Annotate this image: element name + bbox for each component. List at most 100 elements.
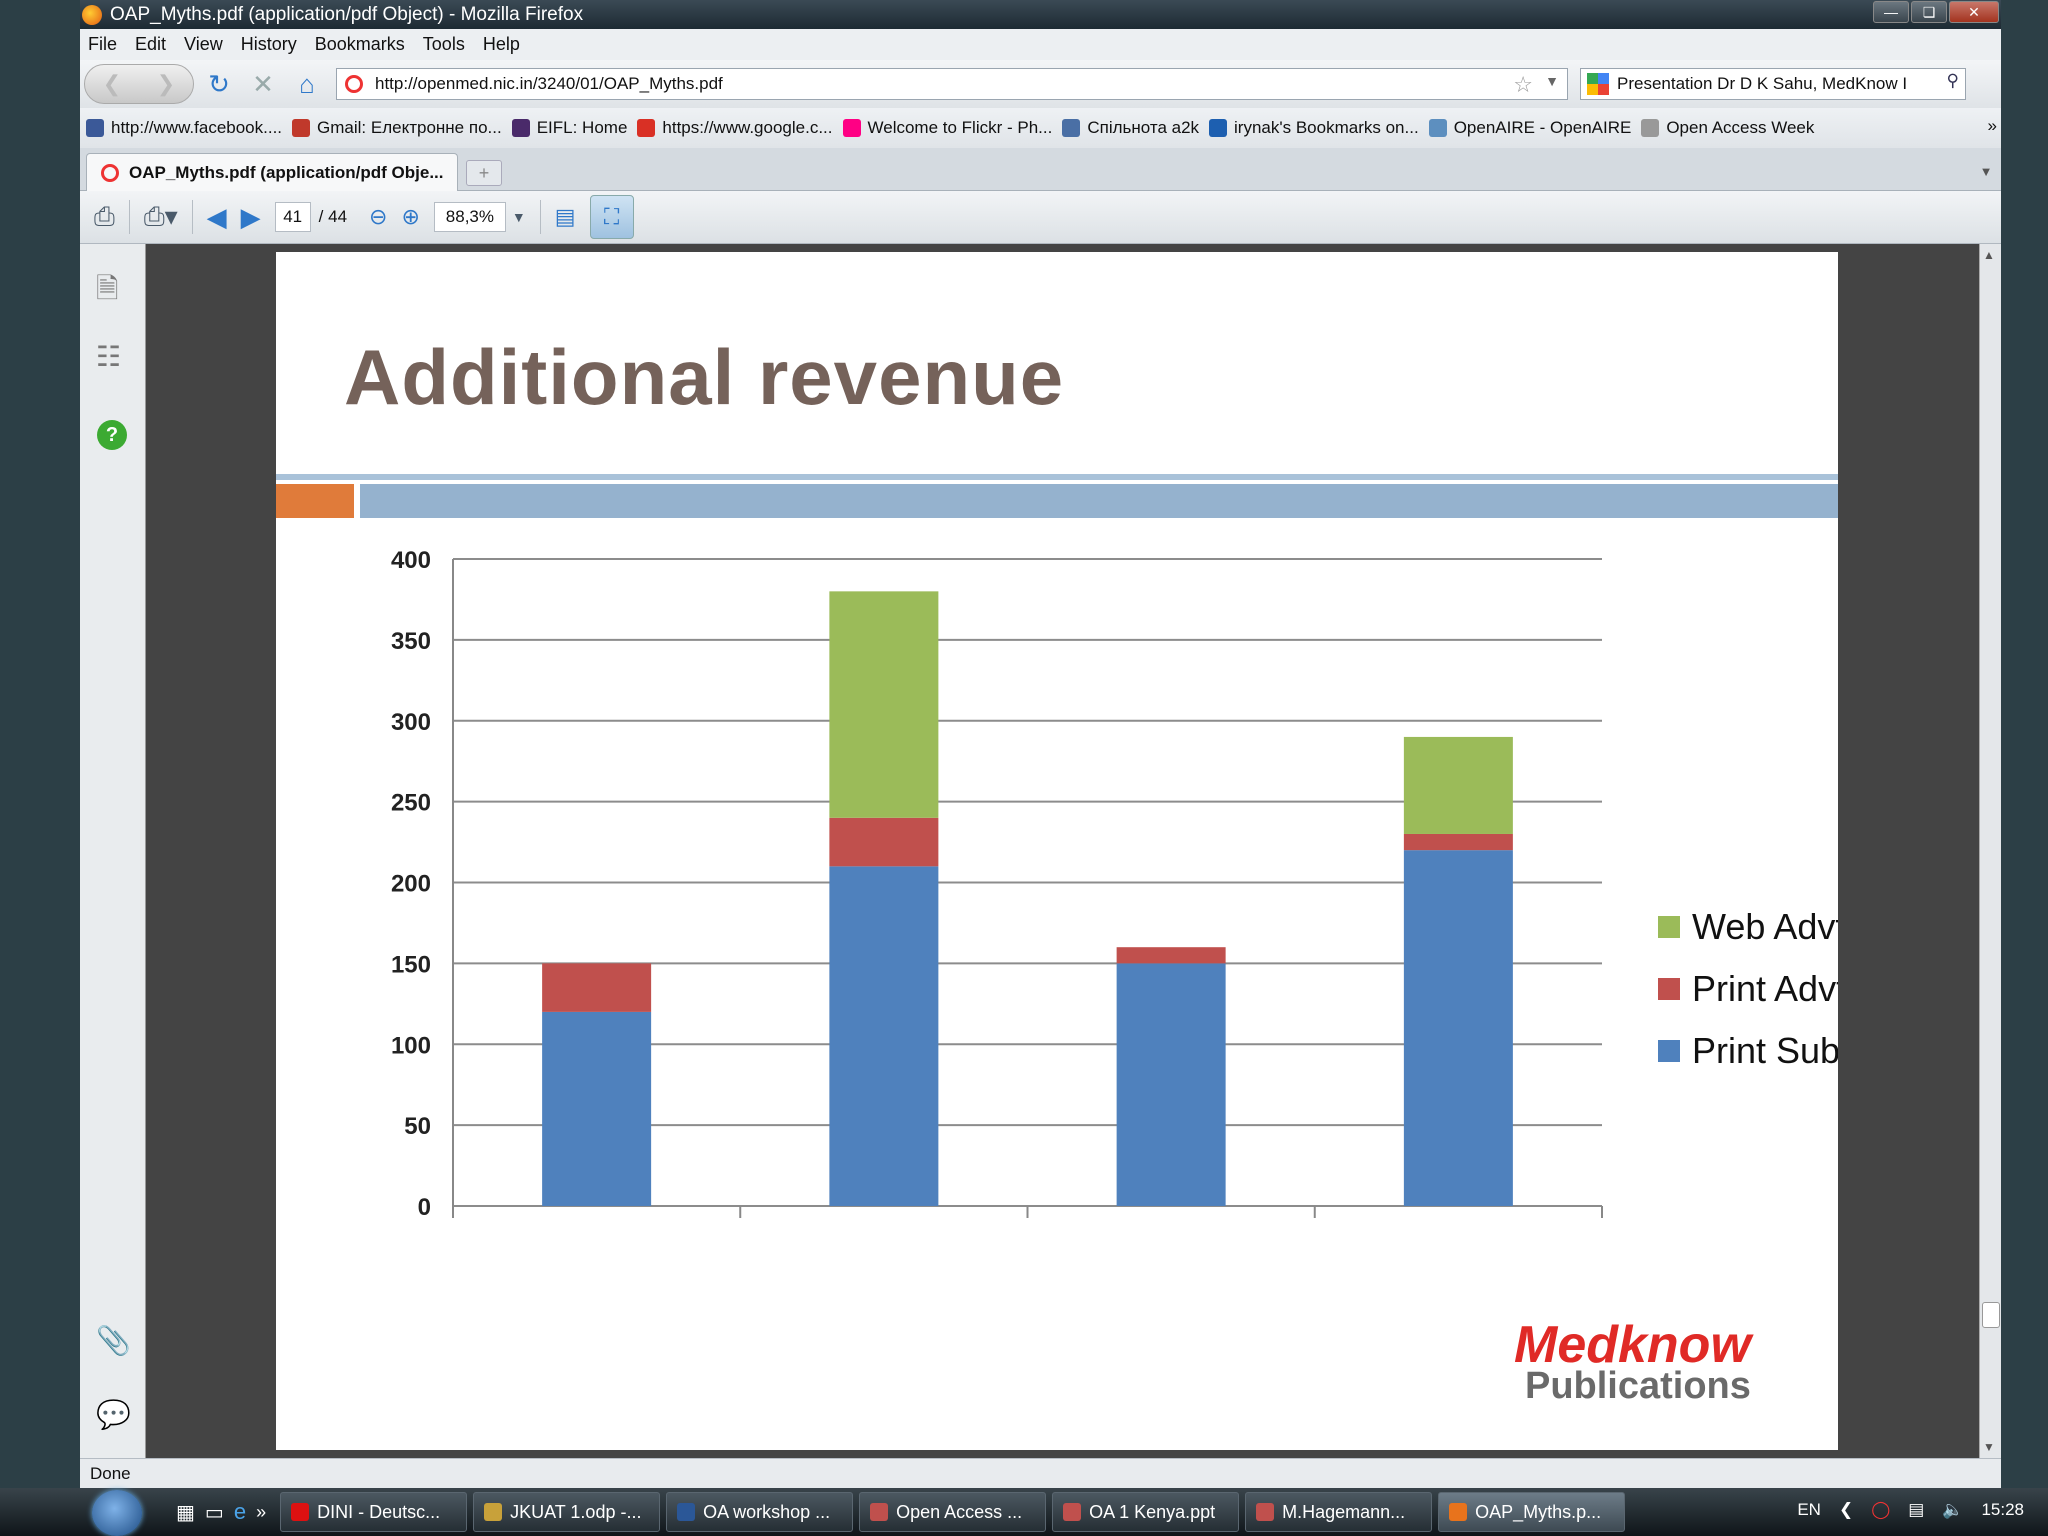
taskbar-items: DINI - Deutsc... JKUAT 1.odp -... OA works… [280,1492,1631,1532]
logo-line1: Medknow [1514,1316,1751,1374]
bookmark-item[interactable]: Спільнота a2k [1062,118,1199,138]
zoom-dropdown-icon[interactable]: ▼ [511,209,526,225]
url-dropdown-icon[interactable]: ▼ [1545,73,1559,89]
menu-edit[interactable]: Edit [135,34,167,54]
scroll-up-icon[interactable]: ▲ [1983,248,1995,262]
home-icon[interactable]: ⌂ [299,68,315,99]
taskbar-item[interactable]: M.Hagemann... [1245,1492,1433,1532]
bookmarks-overflow-icon[interactable]: » [1987,116,1997,135]
scroll-thumb[interactable] [1982,1302,2000,1328]
menu-view[interactable]: View [184,34,223,54]
attachment-icon[interactable]: 📎 [96,1325,131,1356]
bookmark-item[interactable]: http://www.facebook.... [86,118,282,138]
app-icon [870,1503,889,1521]
volume-icon[interactable]: 🔈 [1942,1500,1964,1519]
tray-expand-icon[interactable]: ❮ [1838,1500,1854,1519]
navigation-bar: ❮ ❯ ↻ ✕ ⌂ http://openmed.nic.in/3240/01/… [80,60,2001,108]
previous-page-icon[interactable]: ◀ [206,201,227,232]
x-category-label: Pre-OA, JPGM [477,1237,717,1238]
y-tick-label: 400 [391,547,431,574]
bookmark-item[interactable]: OpenAIRE - OpenAIRE [1428,118,1631,138]
bookmark-item[interactable]: Welcome to Flickr - Ph... [842,118,1052,138]
print-icon[interactable]: ⎙ [94,201,115,231]
comments-icon[interactable]: 💬 [96,1399,131,1430]
search-icon[interactable]: ⚲ [1942,71,1959,91]
close-button[interactable]: ✕ [1949,1,1999,23]
back-forward-buttons[interactable]: ❮ ❯ [84,64,194,104]
bookmark-favicon-icon [842,119,861,137]
legend-label: Print Sub [1692,1030,1838,1071]
window-title: OAP_Myths.pdf (application/pdf Object) -… [110,3,584,25]
forward-icon[interactable]: ❯ [156,71,176,96]
url-bar[interactable]: http://openmed.nic.in/3240/01/OAP_Myths.… [336,68,1568,100]
zoom-out-icon[interactable]: ⊖ [369,204,388,229]
help-icon[interactable]: ? [97,420,127,450]
page-total: / 44 [318,207,348,226]
bookmark-item[interactable]: irynak's Bookmarks on... [1209,118,1419,138]
accent-bar [276,484,354,518]
taskbar-item[interactable]: Open Access ... [859,1492,1047,1532]
language-indicator[interactable]: EN [1797,1500,1821,1519]
bookmark-item[interactable]: EIFL: Home [511,118,627,138]
tab-label: OAP_Myths.pdf (application/pdf Obje... [129,162,444,182]
zoom-level-select[interactable]: 88,3% [433,202,506,232]
scroll-down-icon[interactable]: ▼ [1983,1440,1995,1454]
opera-tray-icon[interactable]: ◯ [1871,1500,1891,1519]
tab-pdf[interactable]: OAP_Myths.pdf (application/pdf Obje... [86,153,458,191]
pages-icon[interactable]: 🗎 [96,273,119,304]
taskbar-item[interactable]: OA workshop ... [666,1492,854,1532]
find-icon[interactable]: ☷ [96,341,122,372]
bar-segment [829,866,939,1206]
site-icon [345,75,363,93]
fit-width-icon[interactable]: ▤ [554,204,576,229]
bookmark-item[interactable]: https://www.google.c... [637,118,833,138]
slide-title: Additional revenue [344,333,1065,421]
vertical-scrollbar[interactable]: ▲ ▼ [1979,244,2001,1458]
tab-list-icon[interactable]: ▼ [1979,164,1993,179]
menu-history[interactable]: History [240,34,297,54]
switch-windows-icon[interactable]: ▭ [204,1501,224,1524]
new-tab-button[interactable]: + [466,160,502,186]
bookmark-item[interactable]: Gmail: Електронне по... [292,118,502,138]
taskbar-item[interactable]: JKUAT 1.odp -... [473,1492,661,1532]
fit-page-icon[interactable]: ⛶ [589,195,634,239]
bookmark-star-icon[interactable]: ☆ [1513,72,1533,97]
taskbar-item-label: Open Access ... [896,1501,1023,1522]
print-options-icon[interactable]: ⎙▾ [143,201,178,231]
taskbar-item[interactable]: DINI - Deutsc... [280,1492,468,1532]
revenue-chart: 0 50 100 150 200 250 300 350 400 Pre-OA, JPGM Post… [391,547,1838,1238]
app-icon [484,1503,503,1521]
menu-tools[interactable]: Tools [422,34,465,54]
google-icon[interactable] [1587,73,1609,95]
start-button[interactable] [92,1490,142,1536]
url-text[interactable]: http://openmed.nic.in/3240/01/OAP_Myths.… [375,74,723,93]
stop-icon[interactable]: ✕ [252,68,274,99]
bar-segment [1403,850,1513,1206]
tab-bar: OAP_Myths.pdf (application/pdf Obje... +… [80,148,2001,191]
restore-button[interactable]: ❏ [1911,1,1947,23]
bookmark-favicon-icon [637,119,656,137]
search-input[interactable]: Presentation Dr D K Sahu, MedKnow I [1617,74,1908,93]
clock[interactable]: 15:28 [1981,1500,2024,1519]
show-desktop-icon[interactable]: ▦ [176,1501,195,1524]
next-page-icon[interactable]: ▶ [240,201,261,232]
internet-explorer-icon[interactable]: e [233,1499,247,1524]
zoom-in-icon[interactable]: ⊕ [401,204,420,229]
network-icon[interactable]: ▤ [1908,1500,1925,1519]
reload-icon[interactable]: ↻ [208,68,230,99]
bookmark-label: Спільнота a2k [1087,118,1200,137]
page-number-input[interactable]: 41 [274,202,311,232]
status-bar: Done [80,1458,2001,1488]
taskbar-item[interactable]: OA 1 Kenya.ppt [1052,1492,1240,1532]
menu-file[interactable]: File [88,34,118,54]
taskbar-item[interactable]: OAP_Myths.p... [1438,1492,1626,1532]
minimize-button[interactable]: — [1873,1,1909,23]
menu-help[interactable]: Help [482,34,520,54]
menu-bookmarks[interactable]: Bookmarks [314,34,405,54]
back-icon[interactable]: ❮ [102,71,122,96]
y-tick-label: 150 [391,951,431,978]
bookmark-favicon-icon [86,119,104,137]
search-bar[interactable]: Presentation Dr D K Sahu, MedKnow I ⚲ [1580,68,1966,100]
quick-launch-more-icon[interactable]: » [256,1501,267,1522]
bookmark-item[interactable]: Open Access Week [1641,118,1814,138]
